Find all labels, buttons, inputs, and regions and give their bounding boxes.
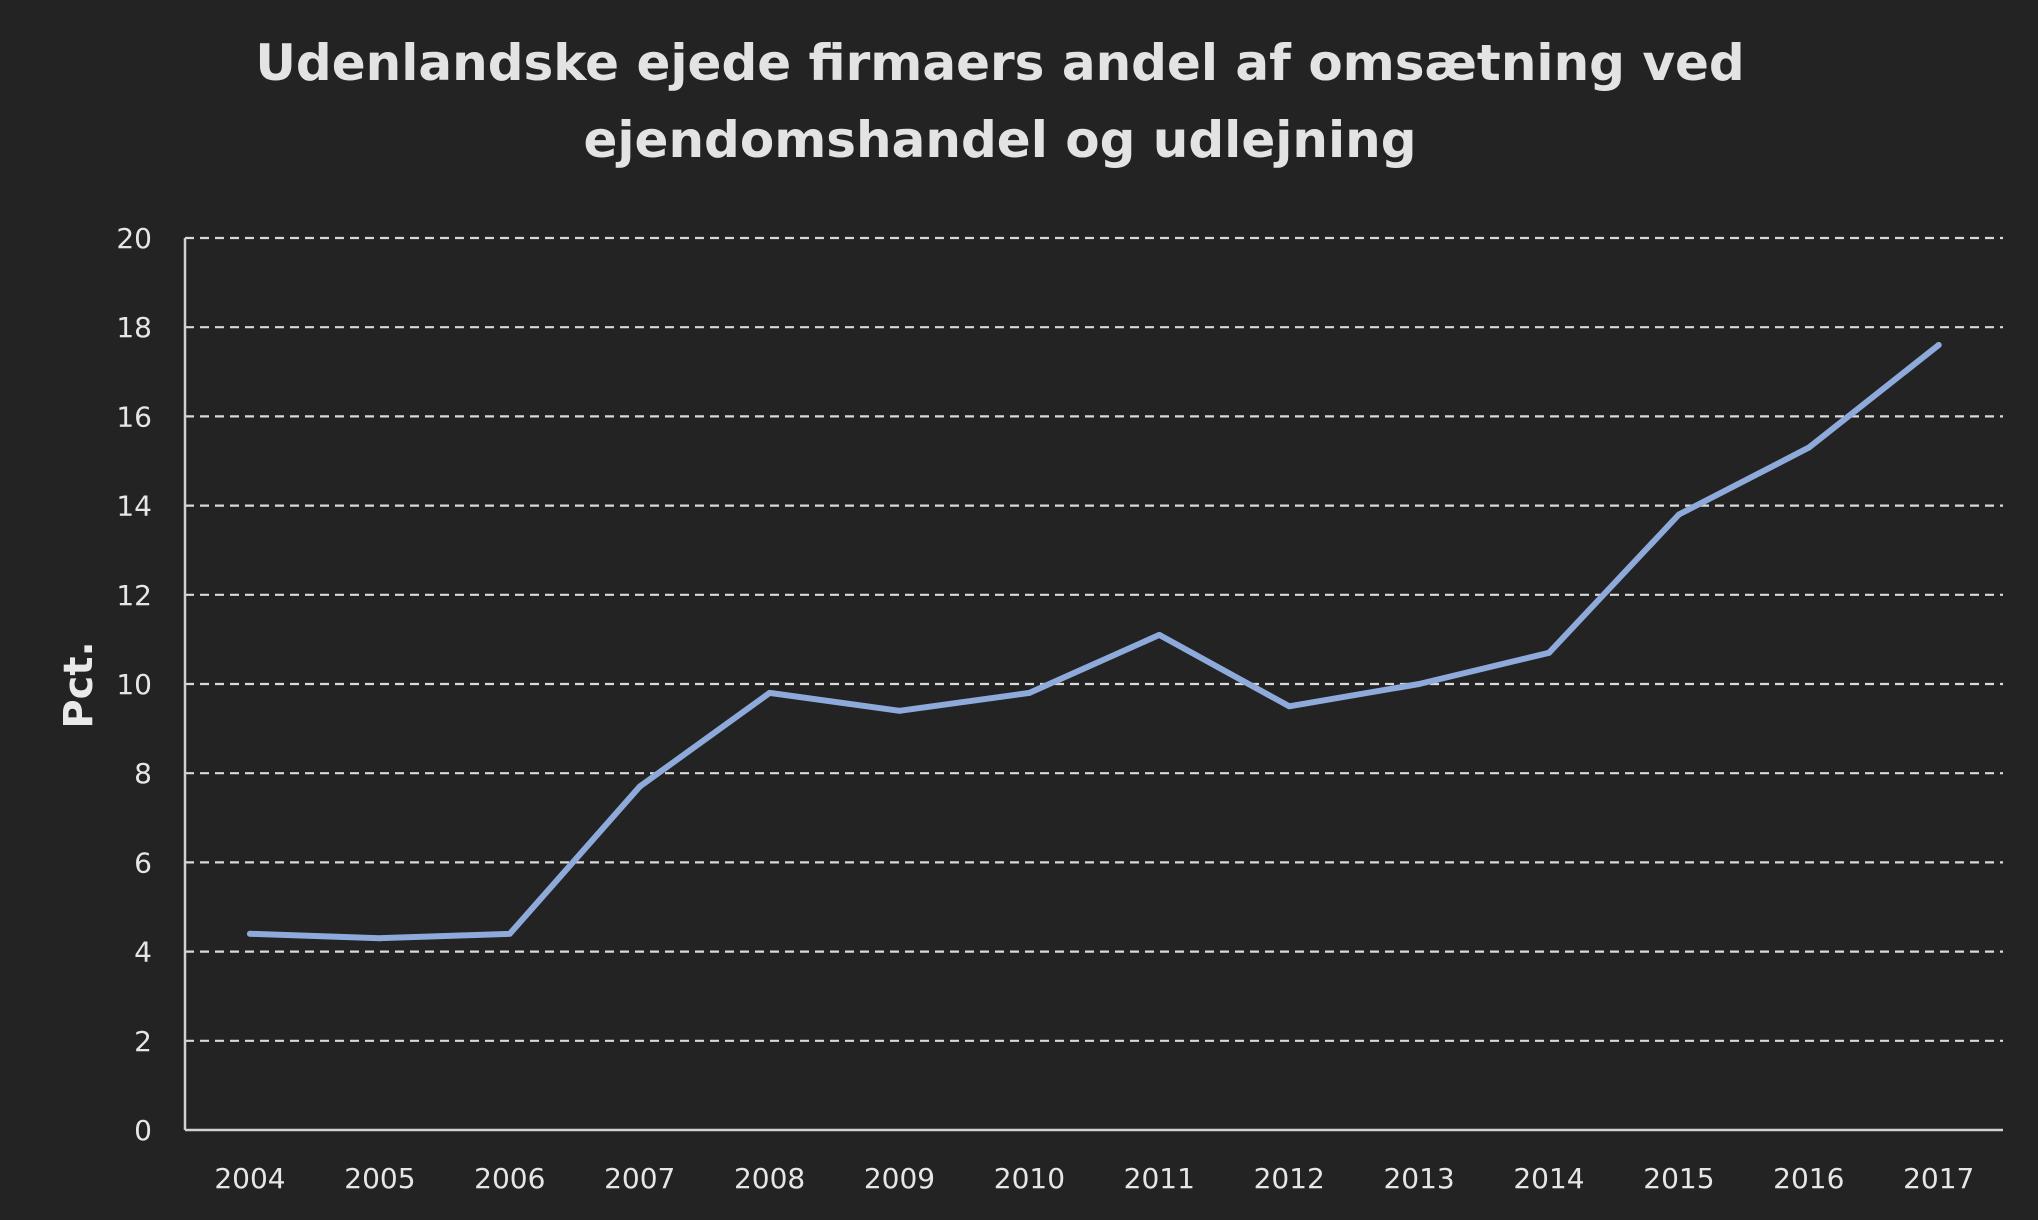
gridlines: [185, 236, 2003, 1042]
data-point-2013: [1416, 681, 1423, 687]
x-tick-label-2009: 2009: [864, 1162, 935, 1195]
data-point-2005: [376, 935, 383, 942]
data-point-2006: [506, 930, 513, 937]
chart-title-line-2: ejendomshandel og udlejning: [584, 111, 1417, 169]
x-tick-label-2007: 2007: [604, 1162, 675, 1195]
data-point-2012: [1286, 703, 1293, 710]
data-point-2009: [896, 707, 903, 714]
series-line-1: [247, 342, 1942, 942]
y-tick-label-4: 4: [134, 936, 152, 969]
data-point-2016: [1805, 444, 1812, 451]
y-tick-label-6: 6: [134, 846, 152, 879]
x-tick-label-2004: 2004: [214, 1162, 285, 1195]
y-tick-label-8: 8: [134, 757, 152, 790]
data-point-2015: [1675, 511, 1682, 518]
x-tick-label-2015: 2015: [1643, 1162, 1714, 1195]
y-tick-label-14: 14: [116, 490, 152, 523]
data-point-2008: [766, 689, 773, 696]
y-tick-label-18: 18: [116, 311, 152, 344]
chart-title-line-1: Udenlandske ejede firmaers andel af omsæ…: [255, 34, 1744, 92]
x-tick-label-2016: 2016: [1773, 1162, 1844, 1195]
y-tick-label-10: 10: [116, 668, 152, 701]
x-tick-label-2011: 2011: [1124, 1162, 1195, 1195]
x-tick-label-2014: 2014: [1513, 1162, 1584, 1195]
x-tick-label-2017: 2017: [1903, 1162, 1974, 1195]
y-tick-label-12: 12: [116, 579, 152, 612]
data-point-2004: [247, 930, 253, 937]
x-tick-label-2012: 2012: [1254, 1162, 1325, 1195]
y-axis-label: Pct.: [56, 641, 102, 728]
x-tick-label-2013: 2013: [1383, 1162, 1454, 1195]
data-point-2017: [1935, 342, 1942, 349]
x-tick-label-2008: 2008: [734, 1162, 805, 1195]
x-tick-label-2005: 2005: [344, 1162, 415, 1195]
x-tick-labels: 2004 2005 2006 2007 2008 2009 2010 2011 2012 2013…: [214, 1162, 1974, 1195]
x-tick-label-2006: 2006: [474, 1162, 545, 1195]
data-point-2007: [636, 783, 643, 790]
y-tick-label-16: 16: [116, 400, 152, 433]
y-tick-labels: 0 2 4 6 8 10 12 14 16 18 20: [116, 222, 152, 1147]
y-tick-label-2: 2: [134, 1025, 152, 1058]
y-tick-label-0: 0: [134, 1114, 152, 1147]
data-point-2014: [1546, 649, 1552, 656]
data-point-2010: [1026, 689, 1033, 696]
series-lines: [247, 342, 1942, 942]
y-tick-label-20: 20: [116, 222, 152, 255]
x-tick-label-2010: 2010: [994, 1162, 1065, 1195]
data-point-2011: [1156, 631, 1163, 638]
axes: [183, 238, 2003, 1132]
